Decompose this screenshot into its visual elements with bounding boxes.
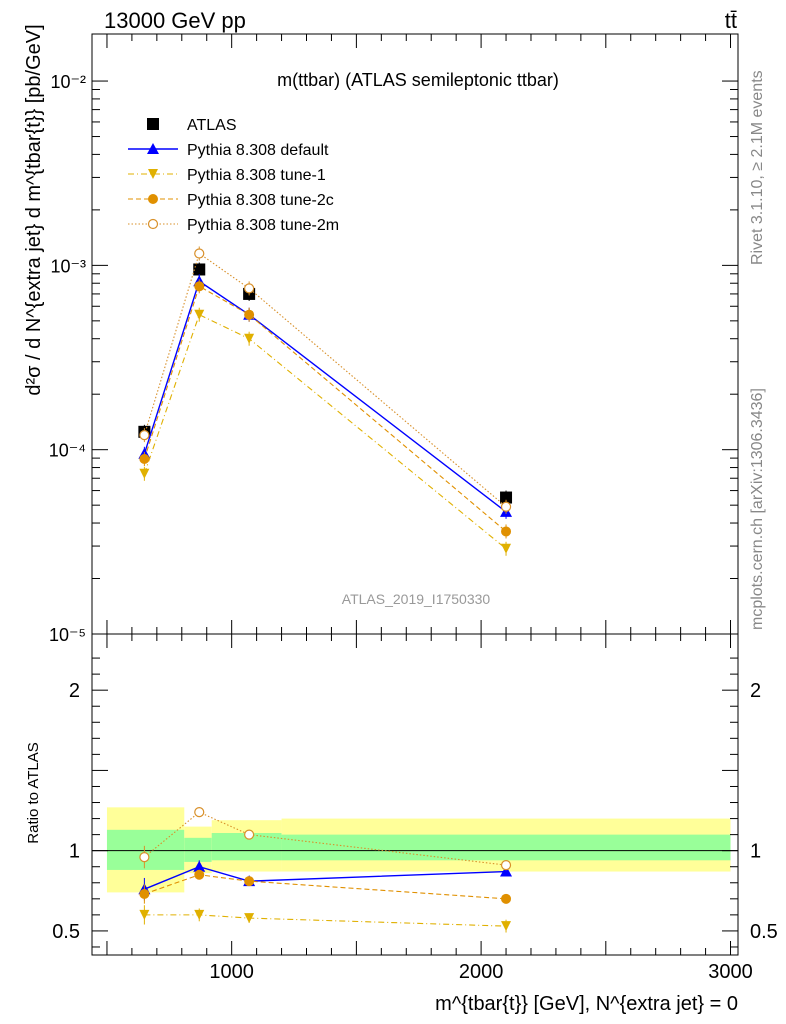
- series-line: [143, 252, 507, 508]
- ratio-point: [139, 909, 150, 920]
- data-point: [500, 501, 512, 512]
- ratio-y-tick-label: 1: [69, 841, 80, 863]
- x-tick-label: 3000: [708, 961, 753, 983]
- legend-marker: [147, 118, 159, 130]
- ratio-point: [194, 807, 205, 818]
- data-point: [244, 283, 255, 294]
- data-point: [194, 248, 205, 259]
- series-line: [143, 313, 507, 550]
- y-tick-label: 10⁻²: [50, 72, 86, 92]
- rivet-label: Rivet 3.1.10, ≥ 2.1M events: [749, 70, 766, 265]
- y-tick-label: 10⁻⁵: [49, 625, 86, 645]
- legend-marker: [148, 194, 158, 204]
- ratio-point: [500, 865, 513, 877]
- legend-label: Pythia 8.308 tune-2c: [187, 192, 334, 209]
- data-point: [139, 454, 150, 465]
- legend-label: Pythia 8.308 default: [187, 142, 329, 159]
- ratio-y-tick-label: 1: [750, 841, 761, 863]
- main-title: m(ttbar) (ATLAS semileptonic ttbar): [277, 70, 559, 90]
- uncertainty-band-inner: [106, 829, 185, 870]
- data-point: [139, 429, 150, 441]
- ratio-point: [139, 889, 150, 900]
- uncertainty-band-inner: [184, 837, 212, 862]
- data-point: [501, 543, 512, 554]
- ratio-point: [193, 860, 206, 872]
- ratio-panel: 0.5 0.5 1 1 2 2 1000 2000 3000: [52, 633, 778, 983]
- ratio-y-tick-label: 2: [69, 680, 80, 702]
- legend-marker: [148, 169, 158, 179]
- x-axis-label: m^{tbar{t}} [GeV], N^{extra jet} = 0: [435, 993, 738, 1015]
- ratio-point: [244, 829, 255, 840]
- ratio-point: [501, 893, 512, 904]
- ratio-frame: [91, 633, 739, 956]
- data-point: [193, 263, 206, 276]
- main-y-axis-label: d²σ / d N^{extra jet} d m^{tbar{t}} [pb/…: [23, 24, 45, 395]
- ratio-point: [139, 851, 150, 863]
- legend-marker: [147, 218, 159, 230]
- uncertainty-band-inner: [281, 834, 731, 861]
- watermark: ATLAS_2019_I1750330: [342, 591, 491, 607]
- legend-label: ATLAS: [187, 117, 237, 134]
- ratio-series-line: [144, 874, 507, 900]
- header-right: tt̄: [725, 8, 737, 33]
- x-tick-label: 2000: [459, 961, 504, 983]
- data-point: [500, 491, 513, 504]
- ratio-y-tick-label: 0.5: [750, 921, 778, 943]
- ratio-point: [500, 860, 512, 871]
- ratio-series-line: [144, 865, 507, 890]
- series-line: [143, 285, 507, 532]
- ratio-series-line: [144, 811, 507, 866]
- mcplots-label: mcplots.cern.ch [arXiv:1306.3436]: [749, 388, 766, 630]
- data-point: [139, 468, 150, 479]
- series-line: [143, 280, 507, 513]
- legend-marker: [147, 143, 159, 154]
- ratio-point: [244, 913, 255, 924]
- ratio-point: [244, 876, 255, 887]
- ratio-series-line: [144, 914, 507, 927]
- data-point: [194, 281, 205, 292]
- data-point: [244, 309, 255, 320]
- main-panel: 10⁻² 10⁻³ 10⁻⁴ 10⁻⁵: [49, 33, 739, 645]
- ratio-y-tick-label: 0.5: [52, 921, 80, 943]
- y-tick-label: 10⁻³: [50, 256, 86, 276]
- legend-label: Pythia 8.308 tune-2m: [187, 217, 339, 234]
- data-point: [244, 333, 255, 344]
- header-left: 13000 GeV pp: [104, 8, 246, 33]
- x-tick-label: 1000: [209, 961, 254, 983]
- ratio-y-axis-label: Ratio to ATLAS: [25, 742, 42, 843]
- ratio-point: [194, 909, 205, 920]
- legend-label: Pythia 8.308 tune-1: [187, 167, 326, 184]
- ratio-y-tick-label: 2: [750, 680, 761, 702]
- y-tick-label: 10⁻⁴: [49, 441, 86, 461]
- legend: ATLAS Pythia 8.308 default Pythia 8.308 tu…: [128, 117, 339, 234]
- ratio-point: [501, 921, 512, 932]
- data-point: [194, 309, 205, 320]
- ratio-point: [194, 869, 205, 880]
- data-point: [501, 526, 512, 537]
